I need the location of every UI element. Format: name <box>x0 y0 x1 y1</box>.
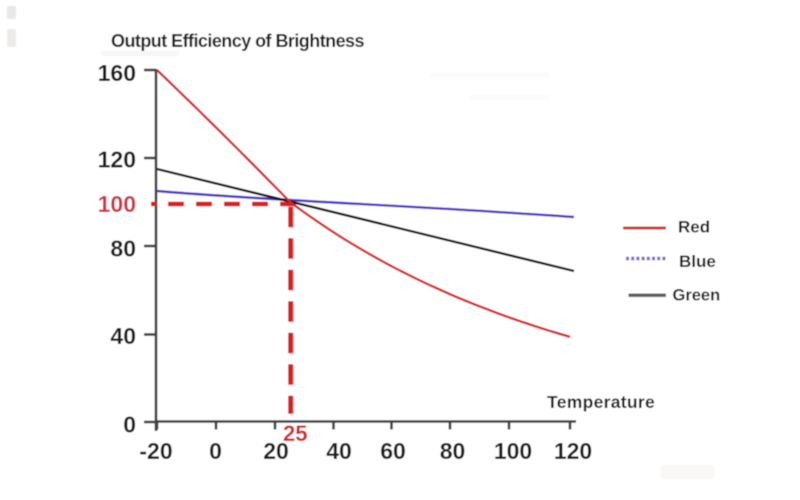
svg-text:Green: Green <box>673 287 721 305</box>
svg-text:100: 100 <box>494 438 532 464</box>
svg-text:Temperature: Temperature <box>547 392 655 412</box>
svg-text:40: 40 <box>110 323 136 349</box>
svg-text:100: 100 <box>98 191 136 217</box>
svg-text:160: 160 <box>98 60 136 86</box>
svg-text:0: 0 <box>123 411 136 437</box>
svg-text:120: 120 <box>98 146 136 172</box>
svg-text:Red: Red <box>678 218 710 237</box>
svg-text:120: 120 <box>554 438 592 464</box>
svg-text:80: 80 <box>110 235 136 261</box>
svg-text:25: 25 <box>283 421 307 446</box>
svg-text:-20: -20 <box>139 438 172 464</box>
svg-text:Blue: Blue <box>679 252 716 271</box>
svg-text:60: 60 <box>380 438 406 464</box>
svg-text:20: 20 <box>263 438 289 464</box>
svg-text:80: 80 <box>440 438 466 464</box>
svg-text:40: 40 <box>326 438 352 464</box>
svg-text:Output Efficiency of Brightnes: Output Efficiency of Brightness <box>111 31 365 51</box>
svg-text:0: 0 <box>209 438 222 464</box>
